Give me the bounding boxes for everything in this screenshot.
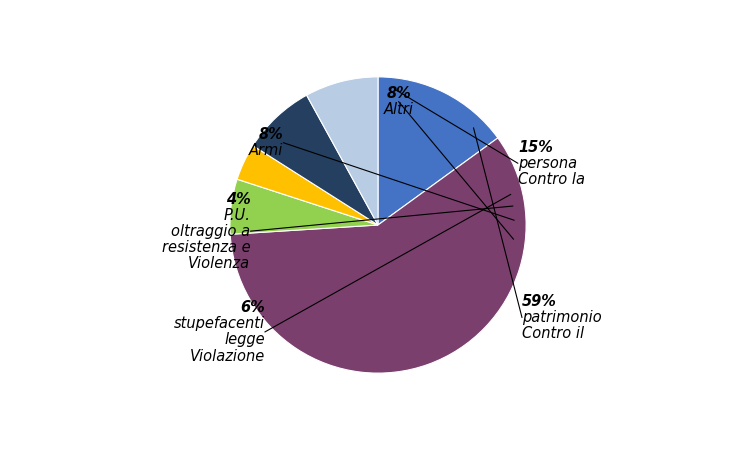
Text: Violazione: Violazione [190,349,265,364]
Text: P.U.: P.U. [224,207,250,223]
Text: resistenza e: resistenza e [162,240,250,255]
Wedge shape [253,95,378,225]
Text: 59%: 59% [522,294,557,309]
Text: 8%: 8% [386,86,411,101]
Text: patrimonio: patrimonio [522,310,602,325]
Wedge shape [230,138,526,373]
Text: legge: legge [225,333,265,347]
Text: Contro la: Contro la [518,172,585,187]
Wedge shape [237,146,378,225]
Text: Armi: Armi [249,143,284,158]
Text: 8%: 8% [259,127,284,142]
Text: Violenza: Violenza [188,256,250,271]
Text: Contro il: Contro il [522,326,584,341]
Text: persona: persona [518,156,577,171]
Text: stupefacenti: stupefacenti [174,316,265,332]
Wedge shape [307,77,378,225]
Text: 6%: 6% [240,301,265,315]
Text: Altri: Altri [383,102,414,117]
Text: 15%: 15% [518,140,553,155]
Text: oltraggio a: oltraggio a [172,224,250,239]
Text: 4%: 4% [226,192,250,207]
Wedge shape [378,77,498,225]
Wedge shape [230,179,378,234]
